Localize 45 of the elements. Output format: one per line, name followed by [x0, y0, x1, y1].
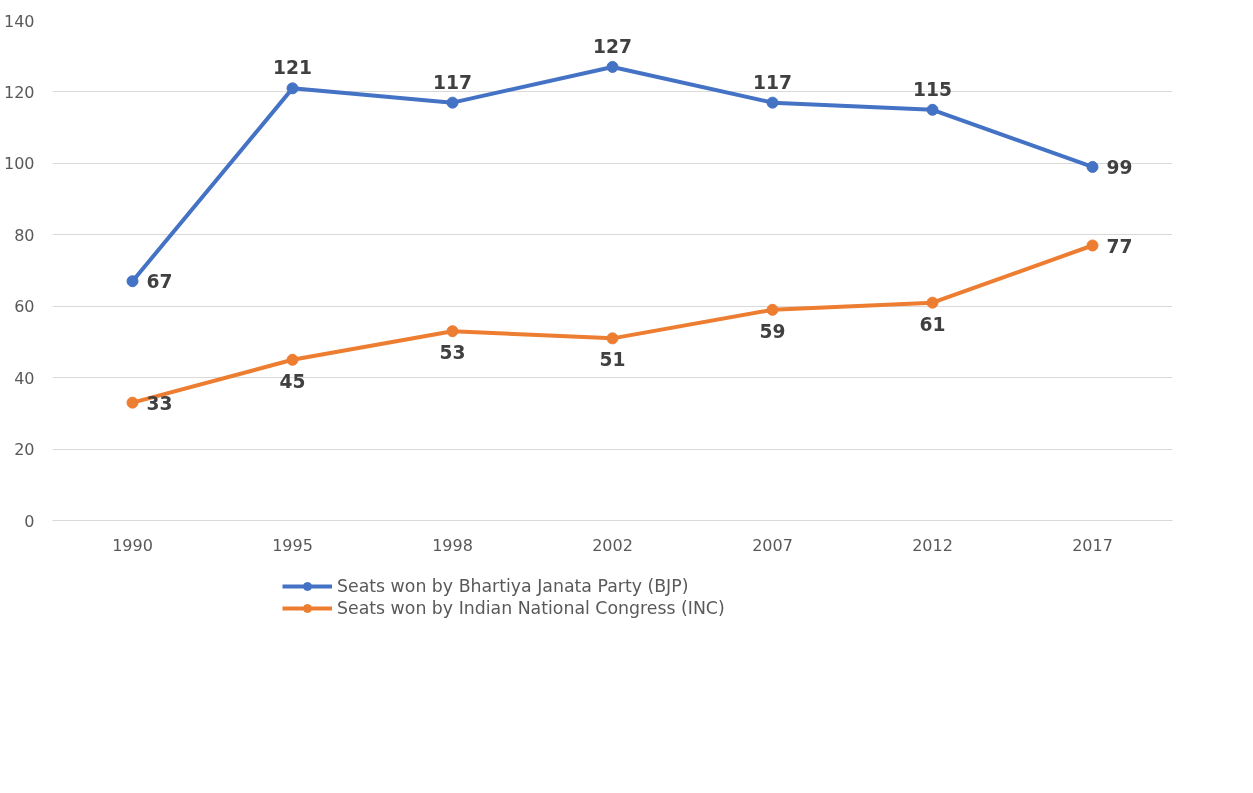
point: [1086, 239, 1099, 252]
point: [606, 60, 619, 73]
legend-label: Seats won by Indian National Congress (INC): [337, 598, 725, 618]
y-tick-label: 20: [14, 440, 35, 460]
data-label: 67: [146, 271, 173, 293]
data-label: 33: [146, 392, 173, 414]
y-tick-label: 60: [14, 297, 35, 317]
data-label: 117: [753, 71, 792, 93]
y-tick-label: 100: [3, 154, 35, 174]
point: [766, 96, 779, 109]
y-tick-label: 40: [14, 368, 35, 388]
data-label: 115: [913, 78, 952, 100]
x-tick-label: 1995: [272, 535, 313, 555]
x-tick-label: 2002: [592, 535, 633, 555]
y-tick-label: 0: [24, 511, 35, 531]
y-tick-label: 140: [3, 11, 35, 31]
data-label: 99: [1106, 156, 1133, 178]
legend-label: Seats won by Bhartiya Janata Party (BJP): [337, 576, 689, 596]
point: [606, 332, 619, 345]
data-label: 45: [279, 370, 306, 392]
x-tick-label: 2012: [912, 535, 953, 555]
data-label: 77: [1106, 235, 1133, 257]
point: [766, 303, 779, 316]
point: [286, 353, 299, 366]
point: [1086, 160, 1099, 173]
x-tick-label: 2017: [1072, 535, 1113, 555]
x-tick-label: 2007: [752, 535, 793, 555]
point: [126, 396, 139, 409]
data-label: 121: [273, 57, 312, 79]
x-tick-label: 1990: [112, 535, 153, 555]
point: [926, 296, 939, 309]
point: [126, 275, 139, 288]
data-label: 51: [599, 349, 626, 371]
data-label: 59: [759, 320, 786, 342]
point: [446, 325, 459, 338]
y-tick-label: 80: [14, 225, 35, 245]
point: [286, 82, 299, 95]
x-tick-label: 1998: [432, 535, 473, 555]
point: [926, 103, 939, 116]
data-label: 127: [593, 35, 632, 57]
point: [446, 96, 459, 109]
data-label: 61: [919, 313, 946, 335]
data-label: 117: [433, 71, 472, 93]
data-label: 53: [439, 342, 466, 364]
y-tick-label: 120: [3, 82, 35, 102]
